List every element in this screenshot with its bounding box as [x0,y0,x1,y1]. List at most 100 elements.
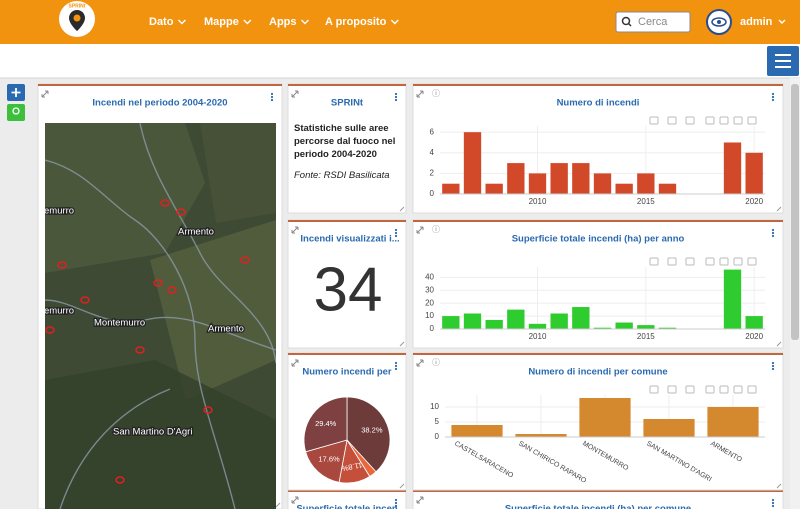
chart-tool[interactable] [733,385,743,394]
resize-handle [776,206,782,212]
options-dot[interactable] [771,228,775,232]
options-dot[interactable] [771,501,775,505]
options-dot[interactable] [270,92,274,96]
chart-tool[interactable] [667,257,677,266]
search-icon-handle [627,22,632,27]
options-dot[interactable] [394,504,398,508]
options-dot[interactable] [771,231,775,235]
chart-tool[interactable] [685,257,695,266]
bar [507,163,525,194]
map: emurroemurroArmentoArmentoemurroemurroMo… [44,123,276,509]
menu-item[interactable]: Mappe [204,16,239,28]
options-dot[interactable] [394,498,398,502]
resize-handle [399,206,405,212]
options-dot[interactable] [771,504,775,508]
options-dot[interactable] [771,361,775,365]
options-dot[interactable] [394,234,398,238]
chart-tool[interactable] [747,385,757,394]
chart-tool[interactable] [649,385,659,394]
chart-tool[interactable] [667,116,677,125]
bar [572,307,590,329]
map-road [45,159,236,509]
options-dot[interactable] [394,367,398,371]
resize-handle [275,502,281,508]
widget-title: Incendi visualizzati i... [300,234,399,245]
bar [593,327,612,329]
options-dot[interactable] [771,498,775,502]
options-dot[interactable] [394,364,398,368]
map-label-halo: emurro [44,306,74,317]
widget-title: Numero di incendi per comune [528,367,667,378]
options-dot[interactable] [771,98,775,102]
x-tick-label: 2015 [637,197,655,206]
fire-area [153,279,163,287]
map-terrain [150,220,276,400]
chart-tool[interactable] [705,385,715,394]
bar [707,407,759,437]
options-dot[interactable] [394,98,398,102]
menu-item[interactable]: A proposito [325,16,387,28]
map-road [45,299,276,351]
options-dot[interactable] [394,501,398,505]
bar [442,183,460,194]
chart-tool[interactable] [705,257,715,266]
chart-tool[interactable] [649,116,659,125]
resize-handle [399,341,405,347]
map-label-halo: Montemurro [94,318,145,329]
bar [658,327,677,329]
options-dot[interactable] [771,92,775,96]
fire-area [160,199,170,207]
chart-tool[interactable] [733,116,743,125]
fire-area [80,296,90,304]
chart-tool[interactable] [649,257,659,266]
chart-tool[interactable] [733,257,743,266]
options-dot[interactable] [270,95,274,99]
expand-icon [291,359,299,367]
bar [579,398,631,437]
bar [550,163,568,194]
menu-item[interactable]: Dato [149,16,174,28]
options-dot[interactable] [394,95,398,99]
options-dot[interactable] [394,361,398,365]
options-dot[interactable] [270,98,274,102]
chart-tool[interactable] [719,257,729,266]
options-dot[interactable] [771,95,775,99]
options-dot[interactable] [771,364,775,368]
chart-tool[interactable] [685,385,695,394]
user-name[interactable]: admin [740,16,773,28]
map-label: Montemurro [94,318,145,329]
widget-top-border [413,490,783,492]
chart-tool[interactable] [667,385,677,394]
map-label-halo: Armento [178,227,214,238]
chart-tool[interactable] [705,116,715,125]
bar [637,325,655,329]
options-dot[interactable] [771,234,775,238]
widget-top-border [288,490,406,492]
chart-tool[interactable] [719,116,729,125]
search-box[interactable] [615,11,691,33]
help-icon: ⓘ [432,89,440,98]
map-label: emurro [44,206,74,217]
tip-button[interactable] [7,104,25,121]
options-dot[interactable] [771,367,775,371]
logo-text: SPRINt [69,3,86,9]
bar [528,173,547,194]
expand-icon [291,496,299,504]
chart-tool[interactable] [719,385,729,394]
bar [528,323,547,329]
options-dot[interactable] [394,92,398,96]
x-tick-label: 2010 [529,197,547,206]
bar [643,419,695,437]
avatar-pupil [717,20,721,24]
bar [615,183,633,194]
x-tick-label: 2020 [745,197,763,206]
scrollbar-thumb[interactable] [791,84,799,340]
options-dot[interactable] [394,231,398,235]
menu-item[interactable]: Apps [269,16,297,28]
chart-tool[interactable] [747,257,757,266]
options-dot[interactable] [394,228,398,232]
y-tick-label: 4 [430,148,435,157]
chart-tool[interactable] [685,116,695,125]
chart-tool[interactable] [747,116,757,125]
